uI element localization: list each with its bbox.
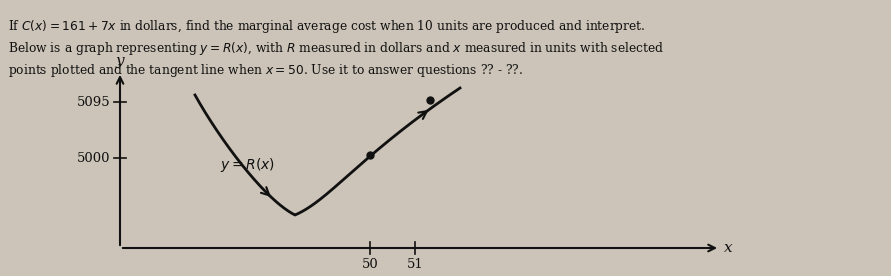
Text: y: y: [116, 54, 125, 68]
Text: $y = R(x)$: $y = R(x)$: [220, 156, 275, 174]
Text: 5095: 5095: [77, 95, 110, 108]
Text: If $C(x) = 161 + 7x$ in dollars, find the marginal average cost when 10 units ar: If $C(x) = 161 + 7x$ in dollars, find th…: [8, 18, 646, 35]
Text: Below is a graph representing $y = R(x)$, with $R$ measured in dollars and $x$ m: Below is a graph representing $y = R(x)$…: [8, 40, 664, 57]
Text: 51: 51: [406, 258, 423, 271]
Text: x: x: [724, 241, 732, 255]
Text: 5000: 5000: [77, 152, 110, 164]
Text: points plotted and the tangent line when $x = 50$. Use it to answer questions ??: points plotted and the tangent line when…: [8, 62, 523, 79]
Text: 50: 50: [362, 258, 379, 271]
